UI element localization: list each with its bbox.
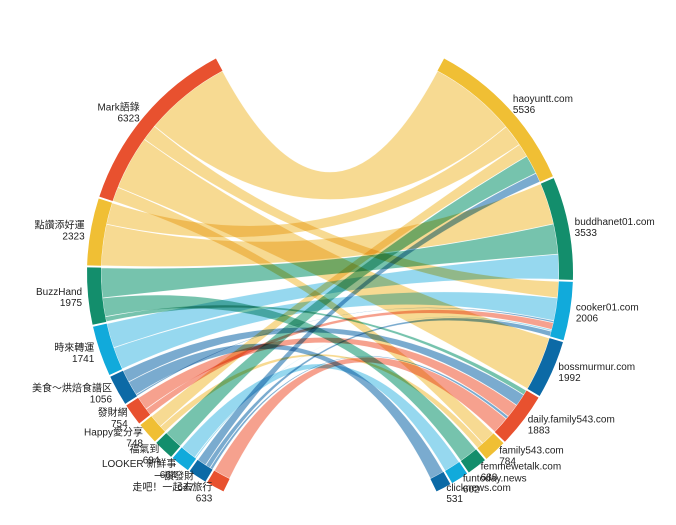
node-arc-19[interactable] [430,471,451,492]
left-node-value-2: 1975 [60,298,83,309]
left-node-value-9: 647 [177,483,194,494]
node-arc-15[interactable] [494,390,539,442]
left-node-name-5: 發財網 [98,406,128,419]
node-arc-9[interactable] [189,459,213,482]
left-node-value-7: 694 [143,455,160,466]
right-node-value-7: 602 [463,485,480,496]
left-node-value-8: 664 [160,470,177,481]
left-node-label-5: 發財網 754 [98,406,128,430]
right-node-name-6: femmewetalk.com [481,461,562,472]
arcs-layer [87,58,573,492]
right-node-value-2: 2006 [576,313,599,324]
node-arc-6[interactable] [140,416,165,442]
left-node-name-10: 走吧！一起去旅行 [132,480,212,493]
left-node-name-0: Mark語錄 [97,100,139,113]
left-node-value-1: 2323 [62,232,85,243]
right-node-value-4: 1883 [528,425,551,436]
right-node-name-2: cooker01.com [576,302,639,313]
right-node-name-8: clicknews.com [446,483,510,494]
left-node-label-4: 美食～烘焙食譜区 1056 [32,381,112,405]
node-arc-12[interactable] [540,178,573,280]
node-arc-8[interactable] [172,447,197,471]
left-node-name-7: 福氣到 [129,442,159,455]
left-node-value-6: 748 [126,438,143,449]
node-arc-0[interactable] [99,58,223,202]
left-node-value-5: 754 [111,419,128,430]
node-arc-17[interactable] [460,449,485,473]
right-node-value-1: 3533 [575,228,598,239]
left-node-label-2: BuzzHand 1975 [36,287,83,309]
node-arc-10[interactable] [207,470,230,492]
right-node-label-5: family543.com 784 [499,446,563,468]
node-arc-2[interactable] [87,267,107,325]
left-node-label-7: 福氣到 694 [129,442,159,466]
left-node-name-8: LOOKER 新鮮事 [102,457,176,470]
right-node-name-1: buddhanet01.com [575,217,655,228]
right-node-label-1: buddhanet01.com 3533 [575,217,655,239]
left-node-label-0: Mark語錄 6323 [97,100,140,124]
node-arc-4[interactable] [110,370,138,404]
left-node-label-1: 點讚添好運 2323 [35,219,85,243]
left-node-name-3: 時來轉運 [54,341,94,354]
node-arc-7[interactable] [156,433,181,457]
left-node-label-3: 時來轉運 1741 [54,341,94,365]
node-arc-14[interactable] [527,338,563,396]
right-node-label-8: clicknews.com 531 [446,483,510,505]
right-node-name-5: family543.com [499,446,563,457]
left-node-value-10: 633 [196,493,213,504]
right-node-value-5: 784 [499,457,516,468]
right-node-label-0: haoyuntt.com 5536 [513,94,573,116]
left-node-name-2: BuzzHand [36,287,82,298]
right-node-label-2: cooker01.com 2006 [576,302,639,324]
left-node-label-8: LOOKER 新鮮事 664 [102,457,177,481]
right-node-value-0: 5536 [513,105,536,116]
right-node-name-4: daily.family543.com [528,414,615,425]
left-node-name-9: 一讚發財 [154,470,194,483]
node-arc-1[interactable] [87,198,113,266]
node-arc-11[interactable] [437,58,553,182]
ribbons-layer [100,70,560,480]
right-node-value-3: 1992 [558,373,581,384]
right-node-label-3: bossmurmur.com 1992 [558,362,635,384]
right-node-name-7: funtoday.news [463,474,527,485]
left-node-label-10: 走吧！一起去旅行 633 [132,480,212,504]
left-node-label-9: 一讚發財 647 [154,470,194,494]
left-node-name-1: 點讚添好運 [35,219,85,232]
right-node-name-0: haoyuntt.com [513,94,573,105]
right-node-label-4: daily.family543.com 1883 [528,414,615,436]
left-node-value-4: 1056 [90,394,113,405]
node-arc-18[interactable] [445,462,468,484]
left-node-value-3: 1741 [72,354,95,365]
node-arc-3[interactable] [93,323,123,375]
node-arc-13[interactable] [550,281,573,341]
node-arc-5[interactable] [126,397,151,424]
right-node-value-8: 531 [446,494,463,505]
right-node-label-7: funtoday.news 602 [463,474,527,496]
left-node-label-6: Happy愛分享 748 [84,425,143,449]
right-node-value-6: 688 [481,472,498,483]
node-arc-16[interactable] [477,433,504,459]
left-node-value-0: 6323 [117,113,140,124]
left-node-name-6: Happy愛分享 [84,425,143,438]
left-node-name-4: 美食～烘焙食譜区 [32,381,112,394]
right-node-label-6: femmewetalk.com 688 [481,461,562,483]
right-node-name-3: bossmurmur.com [558,362,635,373]
labels-layer: Mark語錄 6323 點讚添好運 2323 BuzzHand 1975 時來轉運 1741 美… [32,94,655,505]
